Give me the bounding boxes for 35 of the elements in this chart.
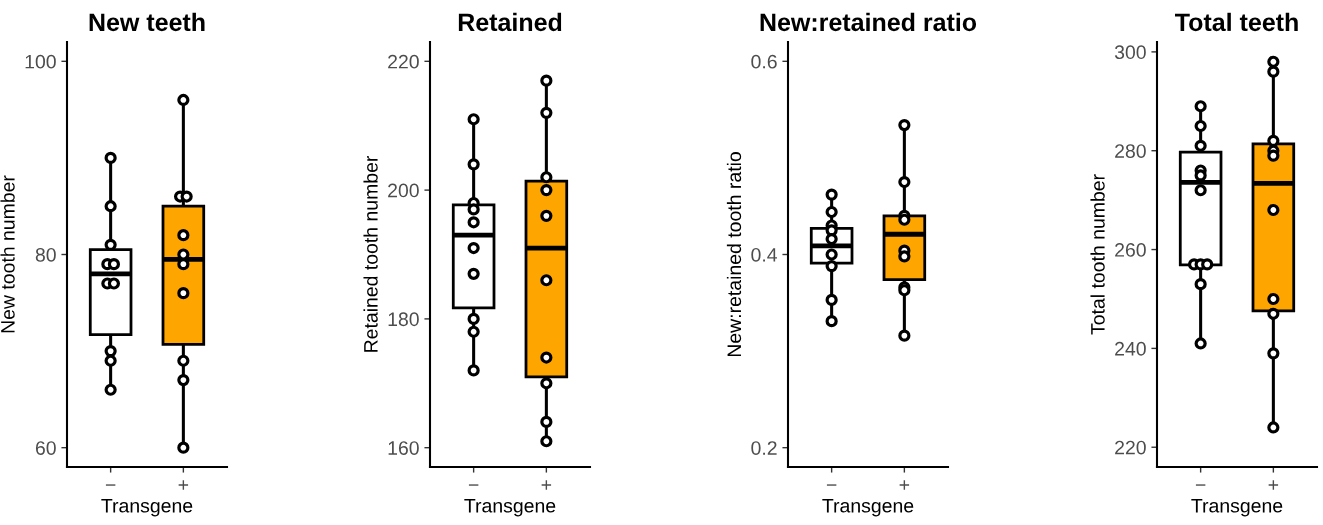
x-axis-title: Transgene — [1191, 499, 1283, 517]
x-tick-label: + — [899, 480, 910, 490]
x-tick-label: − — [468, 484, 479, 486]
x-tick-label: − — [105, 484, 116, 486]
y-tick-label: 220 — [1115, 440, 1146, 455]
y-axis-title: New:retained tooth ratio — [726, 152, 742, 357]
y-axis-title: Total tooth number — [1090, 174, 1105, 335]
x-axis-title: Transgene — [464, 499, 556, 517]
y-tick-label: 160 — [388, 441, 419, 455]
y-tick-label: 200 — [388, 183, 419, 198]
chart-title: New:retained ratio — [760, 12, 977, 32]
y-tick-label: 0.4 — [751, 247, 778, 262]
x-tick-label: − — [826, 484, 837, 486]
chart-title: Total teeth — [1175, 12, 1298, 32]
y-tick-label: 80 — [35, 247, 56, 262]
y-axis-title: New tooth number — [0, 175, 15, 333]
y-tick-label: 60 — [35, 441, 56, 455]
y-axis-title: Retained tooth number — [363, 155, 378, 352]
y-tick-label: 300 — [1114, 45, 1146, 60]
x-tick-label: + — [178, 480, 189, 490]
x-axis-title: Transgene — [822, 499, 914, 517]
x-tick-label: − — [1195, 484, 1206, 486]
y-tick-label: 220 — [388, 54, 419, 69]
chart-title: Retained — [458, 12, 562, 32]
x-axis-title: Transgene — [101, 499, 193, 517]
y-tick-label: 280 — [1115, 144, 1146, 158]
y-tick-label: 180 — [388, 312, 419, 327]
x-tick-label: + — [541, 480, 552, 490]
y-tick-label: 100 — [25, 54, 56, 69]
y-tick-label: 0.2 — [751, 441, 777, 455]
y-tick-label: 240 — [1115, 341, 1146, 356]
y-tick-label: 260 — [1115, 243, 1146, 257]
y-tick-label: 0.6 — [751, 54, 777, 69]
chart-title: New teeth — [89, 12, 205, 32]
x-tick-label: + — [1268, 480, 1279, 490]
